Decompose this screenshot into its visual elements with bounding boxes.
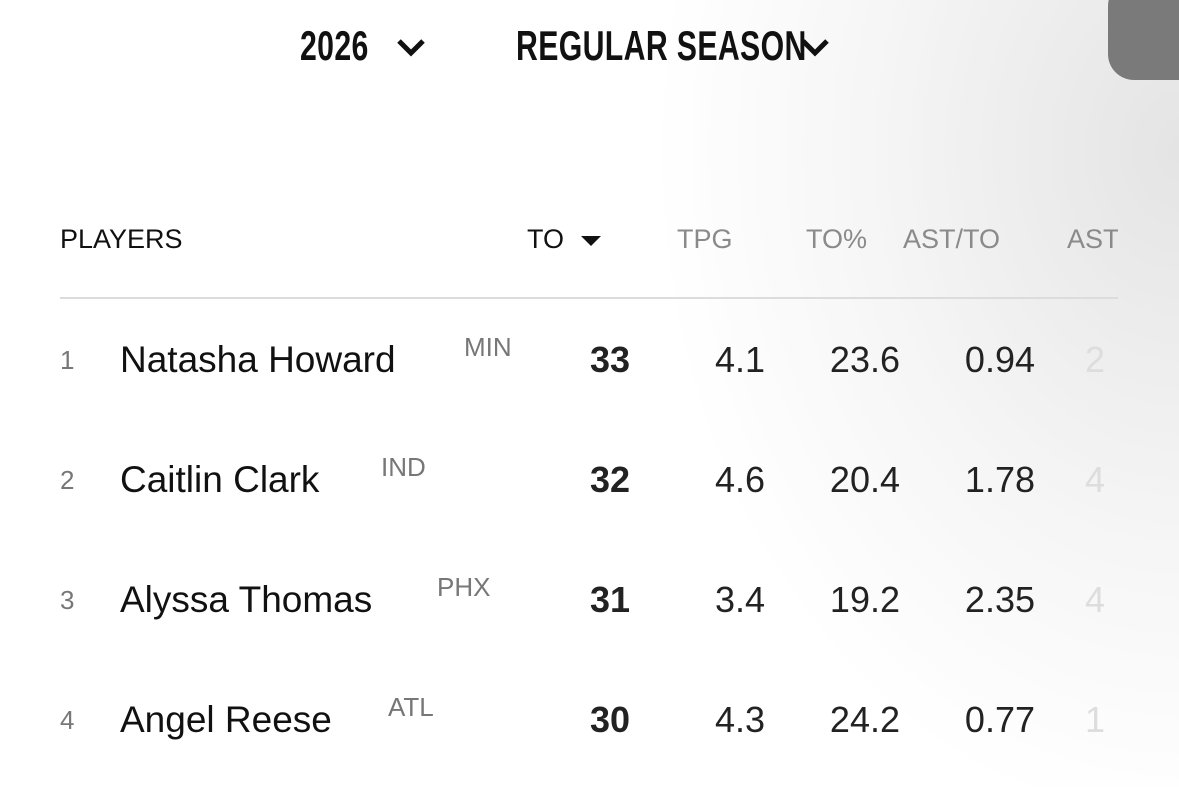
stat-value: 31 bbox=[589, 579, 630, 620]
stat-value: 2 bbox=[1085, 339, 1106, 380]
team: ATL bbox=[388, 692, 434, 722]
menu-button[interactable] bbox=[1108, 0, 1179, 80]
stat-value: 32 bbox=[589, 459, 630, 500]
stat-value: 24.2 bbox=[829, 699, 900, 740]
stat-value: 19.2 bbox=[829, 579, 900, 620]
stat-value: 2.35 bbox=[964, 579, 1035, 620]
stat-value: 1.78 bbox=[964, 459, 1035, 500]
column-header[interactable]: TO% bbox=[806, 224, 868, 254]
column-header[interactable]: AST/TO bbox=[903, 224, 1001, 254]
team: MIN bbox=[464, 332, 512, 362]
rank: 2 bbox=[60, 465, 75, 495]
stat-value: 20.4 bbox=[829, 459, 900, 500]
rank: 3 bbox=[60, 585, 75, 615]
stat-value: 0.94 bbox=[964, 339, 1035, 380]
chevron bbox=[801, 39, 829, 57]
stat-value: 23.6 bbox=[829, 339, 900, 380]
stat-value: 4.1 bbox=[714, 339, 765, 380]
divider bbox=[60, 297, 1118, 299]
stat-value: 4 bbox=[1085, 579, 1106, 620]
column-header: PLAYERS bbox=[60, 224, 183, 254]
rank: 4 bbox=[60, 705, 75, 735]
stat-value: 4 bbox=[1085, 459, 1106, 500]
player-name[interactable]: Natasha Howard bbox=[120, 339, 396, 380]
season-type-dropdown[interactable]: REGULAR SEASON bbox=[516, 22, 807, 69]
stats-table: PLAYERS TO TPG TO% AST/TO AST 1 Natasha Howard M… bbox=[60, 224, 1118, 740]
chevron bbox=[397, 39, 425, 57]
team: IND bbox=[381, 452, 426, 482]
stat-value: 4.6 bbox=[714, 459, 765, 500]
column-header[interactable]: AST bbox=[1067, 224, 1118, 254]
season-dropdown[interactable]: 2026 bbox=[300, 22, 369, 69]
column-header[interactable]: TPG bbox=[677, 224, 733, 254]
player-name[interactable]: Alyssa Thomas bbox=[120, 579, 373, 620]
stat-value: 30 bbox=[589, 699, 630, 740]
player-name[interactable]: Angel Reese bbox=[120, 699, 332, 740]
rank: 1 bbox=[60, 345, 75, 375]
sort-indicator bbox=[581, 236, 601, 246]
stat-value: 33 bbox=[589, 339, 630, 380]
stat-value: 3.4 bbox=[714, 579, 765, 620]
stat-value: 1 bbox=[1085, 699, 1106, 740]
stat-value: 0.77 bbox=[964, 699, 1035, 740]
column-header[interactable]: TO bbox=[527, 224, 565, 254]
player-name[interactable]: Caitlin Clark bbox=[120, 459, 320, 500]
team: PHX bbox=[437, 572, 491, 602]
stat-value: 4.3 bbox=[714, 699, 765, 740]
